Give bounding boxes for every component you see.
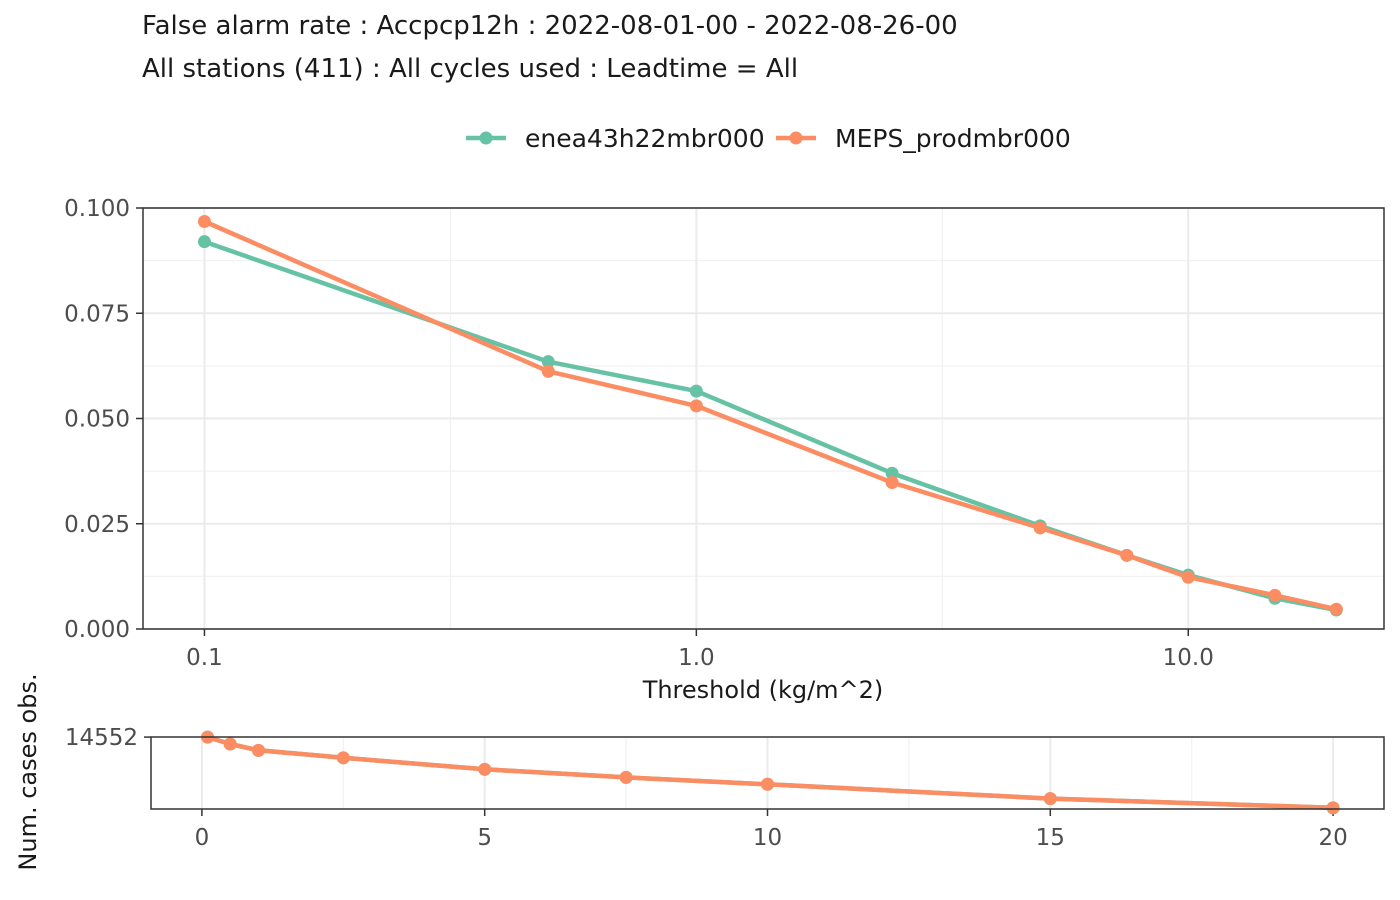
main-series-point-1: [1033, 521, 1047, 535]
count-series-point-1: [619, 770, 633, 784]
count-y-axis-title: Num. cases obs.: [14, 673, 42, 870]
main-y-tick-label: 0.050: [64, 407, 130, 433]
main-series-point-1: [689, 399, 703, 413]
count-series-line-1: [205, 734, 1336, 811]
main-series-point-1: [541, 364, 555, 378]
main-series-point-1: [197, 214, 211, 228]
main-x-tick-label: 1.0: [678, 645, 715, 671]
count-series-point-1: [478, 762, 492, 776]
count-x-tick-label: 20: [1318, 825, 1347, 851]
main-y-tick-label: 0.075: [64, 301, 130, 327]
chart-subtitle: All stations (411) : All cycles used : L…: [142, 54, 798, 84]
chart-title: False alarm rate : Accpcp12h : 2022-08-0…: [142, 11, 958, 41]
main-series-point-1: [1329, 602, 1343, 616]
legend-label-1: MEPS_prodmbr000: [835, 124, 1071, 153]
count-series-point-1: [223, 737, 237, 751]
count-series-point-1: [251, 743, 265, 757]
main-series-point-1: [885, 475, 899, 489]
main-series-point-1: [1120, 548, 1134, 562]
main-y-tick-label: 0.025: [64, 512, 130, 538]
count-panel-border: [150, 736, 1385, 810]
count-series-line-0: [205, 734, 1336, 811]
count-x-tick-label: 5: [477, 825, 492, 851]
count-panel: 14552 0 5 10 15 20: [65, 725, 1385, 851]
legend-key-point-0: [479, 131, 493, 145]
legend-key-point-1: [789, 131, 803, 145]
main-panel: 0.000 0.025 0.050 0.075 0.100 0.1 1.0 10.0: [64, 196, 1385, 671]
main-panel-border: [142, 207, 1385, 630]
main-series-point-0: [689, 384, 703, 398]
count-series-point-1: [1326, 801, 1340, 815]
count-x-tick-label: 10: [753, 825, 782, 851]
main-series-point-1: [1268, 588, 1282, 602]
main-x-tick-label: 0.1: [186, 645, 223, 671]
count-series-point-1: [761, 777, 774, 791]
count-x-tick-label: 0: [195, 825, 210, 851]
main-series-point-0: [197, 235, 211, 249]
main-y-tick-label: 0.100: [64, 196, 130, 222]
legend: enea43h22mbr000 MEPS_prodmbr000: [466, 124, 1071, 153]
count-series-point-1: [336, 751, 350, 765]
main-x-axis-title: Threshold (kg/m^2): [642, 676, 884, 704]
main-series-point-1: [1181, 570, 1195, 584]
count-y-tick-label: 14552: [65, 725, 138, 751]
count-x-tick-label: 15: [1036, 825, 1065, 851]
main-y-tick-label: 0.000: [64, 617, 130, 643]
count-series-point-1: [1043, 792, 1057, 806]
main-series-line-1: [202, 219, 1339, 612]
main-series-point-0: [885, 466, 899, 480]
main-x-tick-label: 10.0: [1163, 645, 1214, 671]
legend-label-0: enea43h22mbr000: [525, 124, 765, 153]
main-series-point-0: [541, 355, 555, 369]
